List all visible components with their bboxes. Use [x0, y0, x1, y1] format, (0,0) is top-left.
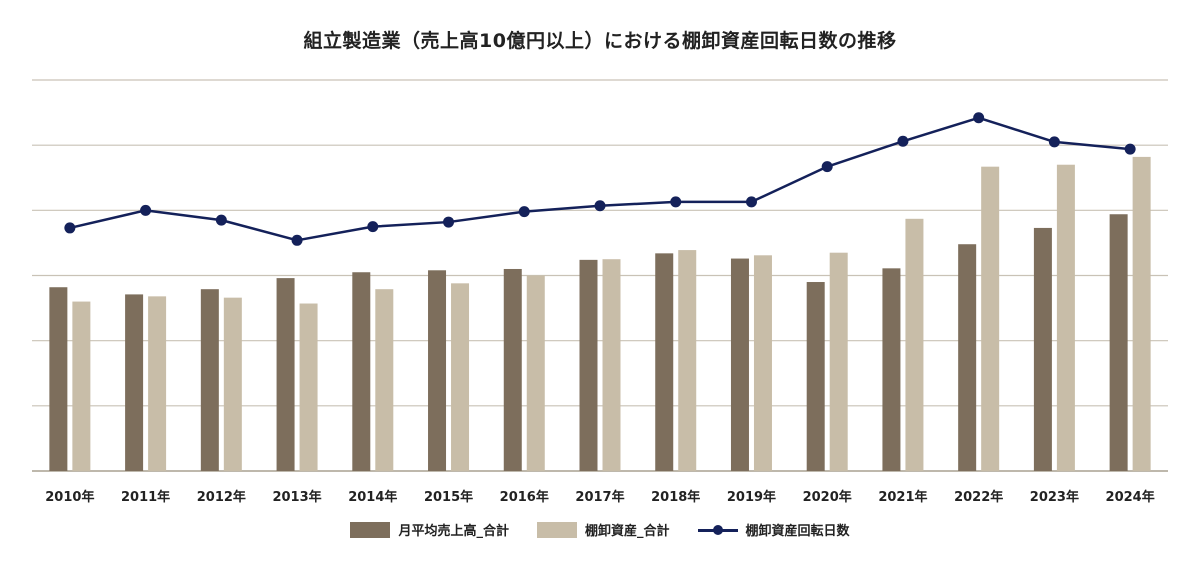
bar-inventory: [981, 166, 1000, 471]
point-turnover-days: [291, 234, 303, 246]
point-turnover-days: [821, 161, 833, 173]
point-turnover-days: [64, 222, 76, 234]
bar-sales: [276, 278, 295, 471]
x-tick-label: 2021年: [878, 489, 927, 505]
legend-swatch-sales: [350, 521, 391, 538]
bar-inventory: [1132, 156, 1151, 471]
x-tick-label: 2020年: [803, 489, 852, 505]
point-turnover-days: [518, 206, 530, 218]
point-turnover-days: [215, 214, 227, 226]
bar-sales: [882, 268, 901, 471]
bar-inventory: [905, 218, 924, 471]
bar-inventory: [451, 283, 470, 471]
point-turnover-days: [973, 112, 985, 124]
bar-sales: [958, 244, 977, 471]
bar-sales: [200, 289, 219, 471]
x-tick-label: 2018年: [651, 489, 700, 505]
bar-sales: [49, 287, 68, 471]
legend-label-sales: 月平均売上高_合計: [398, 524, 509, 539]
point-turnover-days: [670, 196, 682, 208]
bar-sales: [503, 268, 522, 471]
x-tick-label: 2022年: [954, 489, 1003, 505]
chart-title: 組立製造業（売上高10億円以上）における棚卸資産回転日数の推移: [303, 30, 897, 52]
legend-swatch-turnover: [697, 522, 738, 538]
point-turnover-days: [745, 196, 757, 208]
x-tick-label: 2015年: [424, 489, 473, 505]
point-turnover-days: [594, 200, 606, 212]
x-tick-label: 2019年: [727, 489, 776, 505]
point-turnover-days: [897, 135, 909, 147]
bar-sales: [579, 259, 598, 471]
x-tick-label: 2013年: [272, 489, 321, 505]
point-turnover-days: [1048, 136, 1060, 148]
legend-label-inventory: 棚卸資産_合計: [584, 524, 670, 539]
x-tick-label: 2010年: [45, 489, 94, 505]
point-turnover-days: [367, 221, 379, 233]
bar-sales: [655, 253, 674, 471]
x-tick-label: 2024年: [1106, 489, 1155, 505]
point-turnover-days: [1124, 143, 1136, 155]
x-tick-label: 2011年: [121, 489, 170, 505]
bar-inventory: [678, 250, 697, 471]
bar-sales: [1109, 214, 1128, 471]
x-tick-label: 2017年: [575, 489, 624, 505]
x-tick-label: 2016年: [500, 489, 549, 505]
bar-sales: [125, 294, 144, 471]
bar-inventory: [829, 252, 848, 471]
bar-sales: [352, 272, 371, 471]
legend-swatch-inventory: [536, 521, 577, 538]
legend-item-turnover: 棚卸資産回転日数: [697, 520, 850, 539]
bar-inventory: [72, 301, 91, 471]
legend: 月平均売上高_合計 棚卸資産_合計 棚卸資産回転日数: [0, 520, 1200, 539]
bar-inventory: [753, 255, 772, 471]
x-tick-label: 2012年: [197, 489, 246, 505]
x-tick-label: 2023年: [1030, 489, 1079, 505]
point-turnover-days: [443, 216, 455, 228]
bar-inventory: [602, 259, 621, 471]
x-tick-label: 2014年: [348, 489, 397, 505]
legend-label-turnover: 棚卸資産回転日数: [745, 524, 850, 539]
legend-item-inventory: 棚卸資産_合計: [536, 520, 670, 539]
legend-item-sales: 月平均売上高_合計: [350, 520, 509, 539]
bar-inventory: [223, 297, 242, 471]
bar-sales: [428, 270, 447, 471]
bar-inventory: [148, 296, 167, 471]
bar-inventory: [526, 275, 545, 471]
bar-inventory: [299, 303, 318, 471]
bar-sales: [806, 282, 825, 471]
bar-sales: [730, 258, 749, 471]
bar-inventory: [1056, 164, 1075, 471]
bar-inventory: [375, 289, 394, 471]
point-turnover-days: [140, 204, 152, 216]
bar-sales: [1033, 227, 1052, 471]
line-turnover-days: [69, 116, 1131, 242]
